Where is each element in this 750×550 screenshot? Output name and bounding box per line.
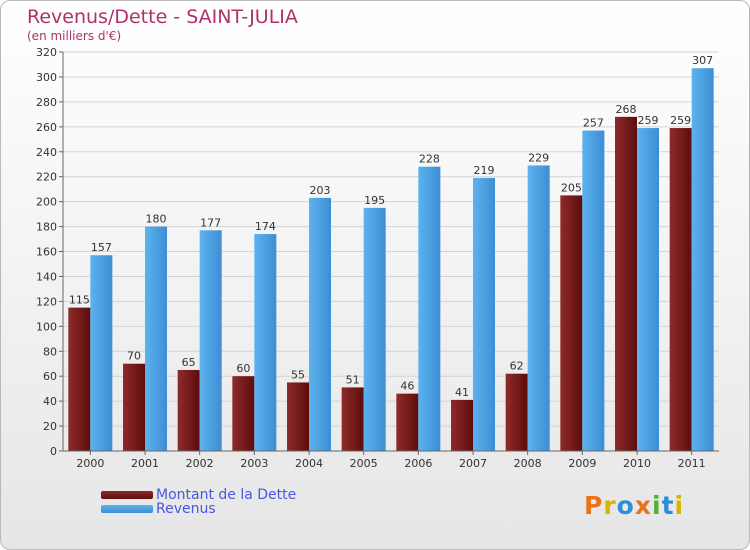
bar-debt — [341, 387, 364, 451]
bar-revenue — [637, 128, 659, 451]
x-tick-label: 2010 — [623, 457, 651, 470]
bar-debt — [505, 373, 528, 451]
bar-debt — [123, 363, 145, 451]
brand-letter: i — [674, 491, 685, 520]
bar-debt — [68, 307, 91, 451]
bar-debt — [451, 399, 473, 451]
data-label-revenue: 195 — [364, 194, 385, 207]
x-tick-label: 2004 — [295, 457, 323, 470]
x-tick-label: 2006 — [404, 457, 432, 470]
y-tick-label: 120 — [36, 295, 57, 308]
x-tick-label: 2011 — [678, 457, 706, 470]
legend-label-revenue: Revenus — [156, 501, 216, 517]
brand-letter: t — [661, 491, 675, 520]
bar-debt — [287, 382, 309, 451]
data-label-debt: 62 — [510, 360, 524, 373]
bar-debt — [232, 376, 255, 451]
data-label-debt: 55 — [291, 368, 305, 381]
y-tick-label: 180 — [36, 221, 57, 234]
y-tick-label: 20 — [43, 420, 57, 433]
x-tick-label: 2001 — [131, 457, 159, 470]
x-tick-label: 2005 — [350, 457, 378, 470]
legend-swatch-revenue — [101, 505, 153, 513]
data-label-debt: 205 — [561, 181, 582, 194]
bar-revenue — [145, 226, 167, 451]
data-label-debt: 268 — [616, 103, 637, 116]
data-label-revenue: 219 — [474, 164, 495, 177]
brand-letter: r — [603, 491, 617, 520]
data-label-debt: 46 — [400, 380, 414, 393]
y-tick-label: 40 — [43, 395, 57, 408]
bar-debt — [615, 116, 637, 452]
x-tick-label: 2007 — [459, 457, 487, 470]
bar-revenue — [199, 230, 222, 451]
chart-subtitle: (en milliers d'€) — [27, 29, 122, 43]
bar-revenue — [582, 130, 605, 451]
data-label-revenue: 228 — [419, 153, 440, 166]
y-tick-label: 240 — [36, 146, 57, 159]
data-label-revenue: 229 — [528, 151, 549, 164]
y-tick-label: 280 — [36, 96, 57, 109]
bar-revenue — [90, 255, 113, 451]
y-tick-label: 100 — [36, 320, 57, 333]
data-label-revenue: 174 — [255, 220, 276, 233]
bars: 115 157 70 180 65 177 60 174 55 203 51 195 46 228 41 21… — [68, 54, 714, 452]
bar-revenue — [527, 165, 550, 451]
y-tick-label: 320 — [36, 46, 57, 59]
data-label-debt: 259 — [670, 114, 691, 127]
bar-revenue — [254, 234, 277, 451]
data-label-revenue: 180 — [146, 213, 167, 226]
data-label-revenue: 257 — [583, 117, 604, 130]
y-tick-label: 220 — [36, 171, 57, 184]
bar-revenue — [473, 177, 495, 451]
chart-title: Revenus/Dette - SAINT-JULIA — [27, 6, 298, 28]
x-tick-label: 2008 — [514, 457, 542, 470]
bar-debt — [177, 369, 200, 451]
brand-letter: P — [584, 491, 604, 520]
y-tick-label: 260 — [36, 121, 57, 134]
grid-lines — [63, 51, 719, 452]
x-tick-label: 2003 — [240, 457, 268, 470]
data-label-debt: 51 — [346, 373, 360, 386]
bar-revenue — [418, 166, 441, 451]
bar-debt — [560, 195, 583, 451]
bar-revenue — [691, 68, 714, 451]
bar-debt — [396, 393, 419, 451]
axes: 0 20 40 60 80 100 120 140 160 180 200 220 240 260 280 3… — [36, 46, 719, 470]
y-tick-label: 0 — [50, 445, 57, 458]
data-label-debt: 60 — [236, 362, 250, 375]
y-tick-label: 80 — [43, 345, 57, 358]
brand-letter: o — [616, 491, 635, 520]
brand-letter: x — [634, 491, 652, 520]
data-label-revenue: 259 — [638, 114, 659, 127]
y-tick-label: 160 — [36, 246, 57, 259]
data-label-debt: 115 — [69, 294, 90, 307]
brand-logo: Proxiti — [584, 491, 684, 520]
y-tick-label: 140 — [36, 270, 57, 283]
data-label-debt: 41 — [455, 386, 469, 399]
data-label-revenue: 307 — [692, 54, 713, 67]
legend-label-debt: Montant de la Dette — [156, 487, 297, 503]
data-label-debt: 65 — [182, 356, 196, 369]
x-tick-label: 2000 — [76, 457, 104, 470]
bar-revenue — [363, 207, 386, 451]
y-tick-label: 60 — [43, 370, 57, 383]
data-label-revenue: 177 — [200, 216, 221, 229]
x-tick-label: 2002 — [186, 457, 214, 470]
bar-debt — [669, 128, 692, 451]
brand-letter: i — [652, 491, 662, 520]
legend-swatch-debt — [101, 491, 153, 499]
x-tick-label: 2009 — [568, 457, 596, 470]
y-tick-label: 200 — [36, 196, 57, 209]
bar-revenue — [309, 197, 331, 451]
data-label-revenue: 157 — [91, 241, 112, 254]
data-label-revenue: 203 — [310, 184, 331, 197]
data-label-debt: 70 — [127, 350, 141, 363]
y-tick-label: 300 — [36, 71, 57, 84]
